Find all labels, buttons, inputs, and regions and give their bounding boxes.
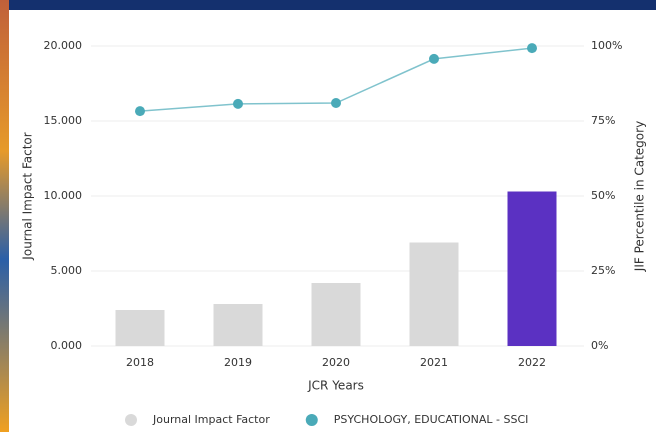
x-axis-title: JCR Years — [307, 379, 364, 393]
bar — [311, 283, 361, 346]
y-tick-label: 20.000 — [44, 39, 83, 52]
x-tick-label: 2022 — [518, 356, 546, 369]
y-tick-label: 0.000 — [51, 339, 83, 352]
legend-label: PSYCHOLOGY, EDUCATIONAL - SSCI — [334, 413, 529, 426]
line-point — [135, 106, 145, 117]
y2-axis-title: JIF Percentile in Category — [633, 121, 647, 272]
top-bar — [0, 0, 656, 10]
y2-tick-label: 0% — [591, 339, 608, 352]
x-tick-label: 2019 — [224, 356, 252, 369]
legend-label: Journal Impact Factor — [152, 413, 270, 426]
bar — [409, 242, 459, 346]
y2-tick-label: 75% — [591, 114, 615, 127]
left-edge — [0, 0, 9, 432]
line-point — [527, 43, 537, 54]
y-tick-label: 15.000 — [44, 114, 83, 127]
y-tick-label: 5.000 — [51, 264, 83, 277]
y-axis-title: Journal Impact Factor — [21, 132, 35, 260]
line-point — [331, 98, 341, 108]
line-point — [429, 53, 439, 64]
bar — [115, 310, 165, 346]
line-point — [233, 98, 243, 109]
legend-marker — [125, 414, 137, 426]
y-tick-label: 10.000 — [44, 189, 83, 202]
y2-tick-label: 50% — [591, 189, 615, 202]
x-tick-label: 2021 — [420, 356, 448, 369]
y2-tick-label: 100% — [591, 39, 622, 52]
legend-marker — [305, 414, 318, 426]
bar — [507, 191, 557, 346]
x-tick-label: 2018 — [126, 356, 154, 369]
bar — [213, 304, 263, 346]
x-tick-label: 2020 — [322, 356, 350, 369]
y2-tick-label: 25% — [591, 264, 615, 277]
